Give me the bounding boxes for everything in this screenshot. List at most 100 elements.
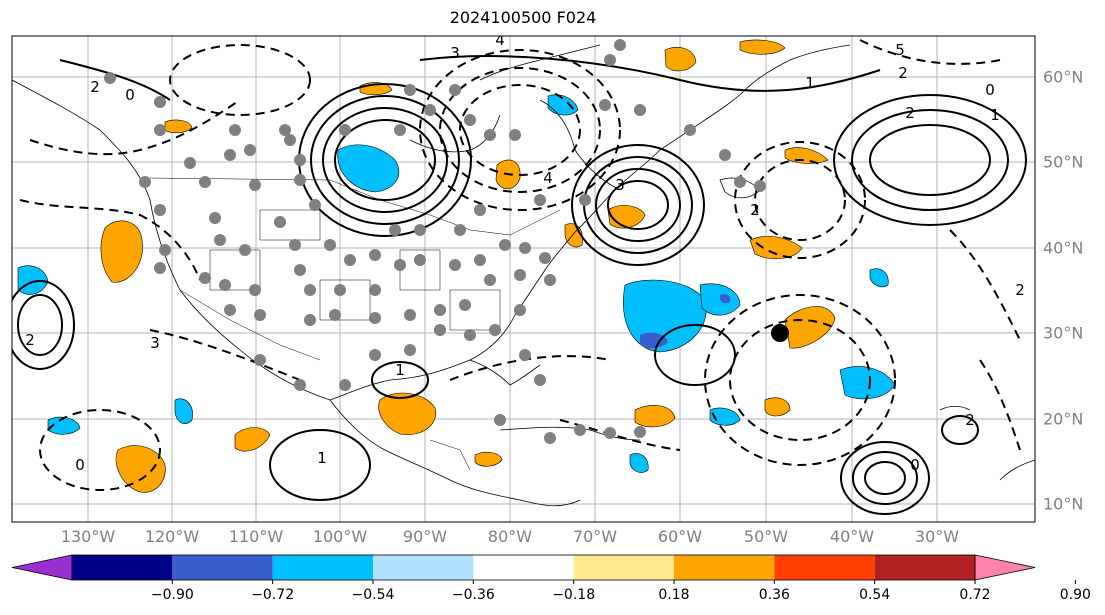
station-dot xyxy=(154,262,166,274)
contour-label: 4 xyxy=(543,169,553,187)
station-dot xyxy=(449,259,461,271)
station-dot xyxy=(394,124,406,136)
station-dot xyxy=(484,274,496,286)
station-dot xyxy=(154,124,166,136)
station-dot xyxy=(224,149,236,161)
solid-contours xyxy=(12,55,1027,515)
station-dot xyxy=(249,179,261,191)
lat-label: 10°N xyxy=(1043,494,1084,514)
positive-anomaly-patches xyxy=(100,39,836,493)
map-frame xyxy=(11,35,1036,523)
station-dot xyxy=(309,199,321,211)
station-dot xyxy=(324,239,336,251)
colorbar-max-triangle xyxy=(974,554,1036,581)
station-dot xyxy=(294,154,306,166)
lon-label: 50°W xyxy=(743,527,789,546)
station-dot xyxy=(289,239,301,251)
station-dot xyxy=(184,157,196,169)
station-dot xyxy=(454,224,466,236)
station-dot xyxy=(514,304,526,316)
station-dot xyxy=(229,124,241,136)
strong-negative-anomaly-patches xyxy=(640,293,731,349)
lon-label: 120°W xyxy=(144,527,200,546)
lon-label: 110°W xyxy=(228,527,284,546)
contour-label: 1 xyxy=(395,361,405,379)
station-dot xyxy=(634,426,646,438)
station-dot xyxy=(474,254,486,266)
lat-label: 40°N xyxy=(1043,238,1084,258)
contour-label: 0 xyxy=(910,456,920,474)
station-dot xyxy=(154,96,166,108)
station-dot xyxy=(369,284,381,296)
station-dot xyxy=(574,424,586,436)
colorbar-segment xyxy=(473,555,574,580)
colorbar-tick-label: −0.18 xyxy=(552,587,596,603)
contour-label: 3 xyxy=(150,334,160,352)
station-dot xyxy=(199,176,211,188)
contour-label: 1 xyxy=(317,449,327,467)
contour-label: 1 xyxy=(990,106,1000,124)
station-dot xyxy=(294,264,306,276)
lat-label: 60°N xyxy=(1043,67,1084,87)
station-dot xyxy=(294,174,306,186)
station-dot xyxy=(239,244,251,256)
lon-label: 100°W xyxy=(312,527,368,546)
station-dot xyxy=(219,279,231,291)
station-dot xyxy=(494,414,506,426)
lon-label: 90°W xyxy=(402,527,448,546)
station-dot xyxy=(254,309,266,321)
station-dot xyxy=(249,284,261,296)
station-dot xyxy=(404,344,416,356)
station-dot xyxy=(199,272,211,284)
station-dot xyxy=(684,124,696,136)
station-dot xyxy=(224,304,236,316)
contour-label: 2 xyxy=(898,64,908,82)
colorbar-tick-label: −0.54 xyxy=(351,587,395,603)
station-dot xyxy=(534,194,546,206)
station-dot xyxy=(284,134,296,146)
station-dot xyxy=(209,212,221,224)
colorbar-segment xyxy=(373,555,474,580)
lat-label: 30°N xyxy=(1043,323,1084,343)
station-dot xyxy=(459,299,471,311)
station-dot xyxy=(434,324,446,336)
station-dot xyxy=(369,249,381,261)
station-dots xyxy=(104,39,766,444)
lon-label: 70°W xyxy=(572,527,618,546)
station-dot xyxy=(519,349,531,361)
colorbar-tick-label: 0.18 xyxy=(658,587,690,603)
station-dot xyxy=(499,239,511,251)
station-dot xyxy=(414,254,426,266)
station-dot xyxy=(734,176,746,188)
station-dot xyxy=(474,204,486,216)
colorbar-segment xyxy=(674,555,775,580)
lon-label: 30°W xyxy=(914,527,960,546)
station-dot xyxy=(614,39,626,51)
station-dot xyxy=(579,194,591,206)
contour-label: 2 xyxy=(25,331,35,349)
station-dot xyxy=(404,309,416,321)
colorbar-tick-label: 0.36 xyxy=(758,587,790,603)
map-title: 2024100500 F024 xyxy=(449,8,597,27)
colorbar-tick-label: 0.54 xyxy=(859,587,891,603)
colorbar-segment xyxy=(874,555,975,580)
station-dot xyxy=(484,129,496,141)
dashed-contours xyxy=(19,39,1021,491)
contour-label: 4 xyxy=(495,31,505,49)
contour-label: 2 xyxy=(750,201,760,219)
contour-label: 2 xyxy=(965,411,975,429)
station-dot xyxy=(489,324,501,336)
colorbar-tick-label: −0.36 xyxy=(451,587,495,603)
colorbar-frame xyxy=(71,554,976,581)
station-dot xyxy=(544,274,556,286)
station-dot xyxy=(434,304,446,316)
contour-label: 5 xyxy=(895,41,905,59)
station-dot xyxy=(404,84,416,96)
station-dot xyxy=(369,349,381,361)
station-dot xyxy=(254,354,266,366)
colorbar-segment xyxy=(172,555,273,580)
contour-labels: 2 0 3 4 5 2 1 0 2 1 2 3 4 2 0 1 2 3 1 2 0 xyxy=(25,31,1025,474)
lat-label: 20°N xyxy=(1043,409,1084,429)
station-dot xyxy=(544,432,556,444)
